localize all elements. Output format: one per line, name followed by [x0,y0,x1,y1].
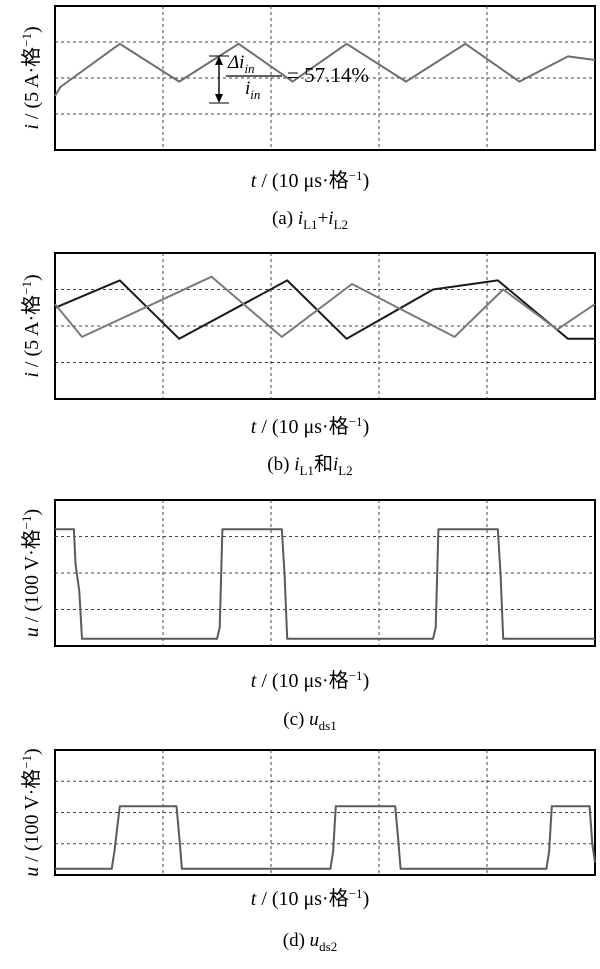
x-axis-label: t / (10 μs·格−1) [251,886,369,911]
y-axis-label: i / (5 A·格−1) [19,26,44,129]
waveform-series-1 [55,805,596,870]
annotation-denominator: iin [245,78,260,102]
waveform-series-2 [54,275,596,338]
panel-a: i / (5 A·格−1) t / (10 μs·格−1) (a) iL1​+iL2… [19,5,596,232]
panel-caption: (b) iL1​和iL2​ [267,453,352,478]
x-axis-label: t / (10 μs·格−1) [251,168,369,193]
y-axis-label: u / (100 V·格−1) [19,509,44,637]
x-axis-label: t / (10 μs·格−1) [251,668,369,693]
x-axis-label: t / (10 μs·格−1) [251,414,369,439]
panel-b: i / (5 A·格−1) t / (10 μs·格−1) (b) iL1​和iL2… [19,252,596,478]
y-axis-label: u / (100 V·格−1) [19,748,44,876]
panel-d: u / (100 V·格−1) t / (10 μs·格−1) (d) uds2​ [19,748,596,954]
panel-caption: (d) uds2​ [283,930,337,954]
arrow-head-down-icon [215,94,223,103]
panel-caption: (c) uds1​ [283,709,336,733]
arrow-head-up-icon [215,56,223,65]
annotation-value: = 57.14% [287,63,369,87]
waveform-series-1 [54,42,596,97]
panel-caption: (a) iL1​+iL2​ [272,208,348,232]
panel-c: u / (100 V·格−1) t / (10 μs·格−1) (c) uds1​ [19,499,596,733]
waveform-series-1 [55,528,595,640]
ripple-annotation: Δiin iin = 57.14% [209,52,369,104]
annotation-numerator: Δiin [227,52,255,76]
y-axis-label: i / (5 A·格−1) [19,274,44,377]
